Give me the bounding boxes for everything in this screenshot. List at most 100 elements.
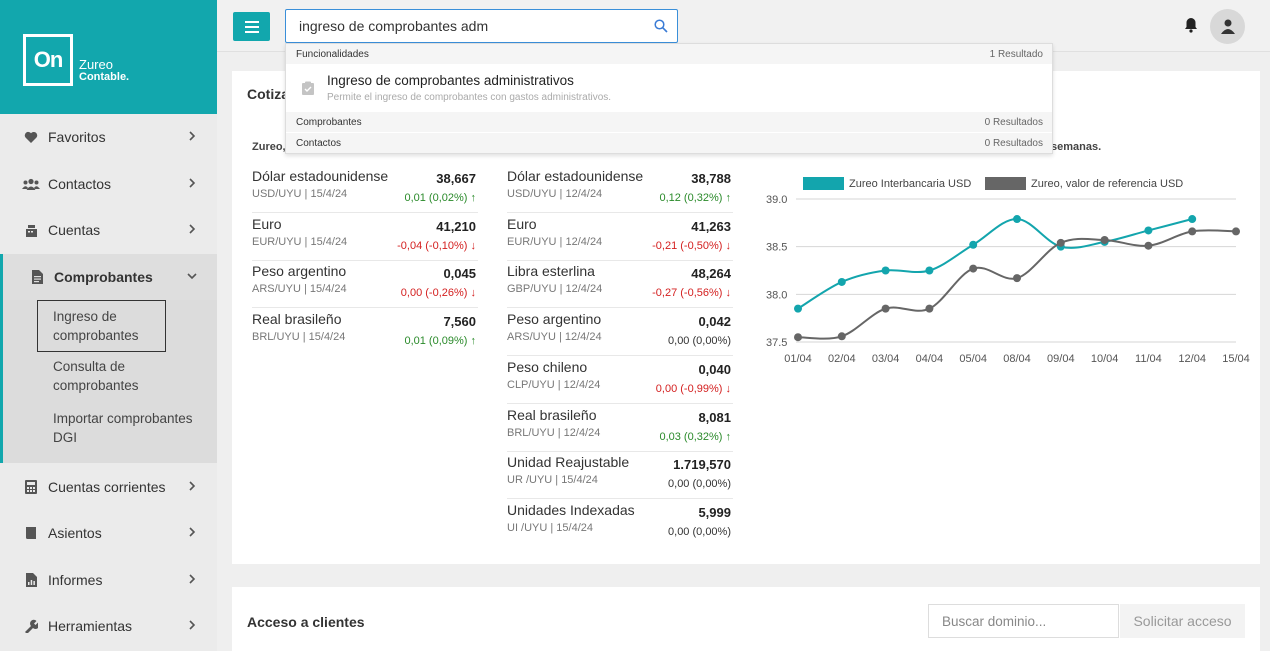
bell-icon[interactable] xyxy=(1184,17,1198,33)
rate-row: Euro EUR/UYU | 12/4/24 41,263 -0,21 (-0,50%… xyxy=(507,213,733,261)
search-input[interactable] xyxy=(286,10,626,42)
users-icon xyxy=(22,176,40,192)
calculator-icon xyxy=(22,479,40,495)
rate-change: 0,00 (0,00%) xyxy=(668,478,731,490)
book-icon xyxy=(22,525,40,541)
currency-pair-date: ARS/UYU | 15/4/24 xyxy=(252,283,347,296)
legend-swatch xyxy=(985,177,1026,190)
trend-down-icon: ↓ xyxy=(722,239,731,252)
data-point xyxy=(881,266,890,275)
data-point xyxy=(1013,274,1021,283)
sidebar-item-comprobantes[interactable]: Comprobantes xyxy=(0,254,217,300)
search-result-item[interactable]: Ingreso de comprobantes administrativos … xyxy=(286,65,1052,111)
rate-row: Peso argentino ARS/UYU | 15/4/24 0,045 0,00… xyxy=(252,260,478,309)
sidebar-item-contactos[interactable]: Contactos xyxy=(0,161,217,207)
data-point xyxy=(925,266,934,275)
currency-pair-date: ARS/UYU | 12/4/24 xyxy=(507,331,602,344)
submenu-item-importar[interactable]: Importar comprobantes DGI xyxy=(53,411,193,445)
rate-value: 41,263 xyxy=(691,218,731,234)
currency-name: Dólar estadounidense xyxy=(252,168,389,184)
change-text: -0,21 (-0,50%) xyxy=(652,239,723,252)
section-count: 0 Resultados xyxy=(984,117,1043,128)
rate-row: Real brasileño BRL/UYU | 15/4/24 7,560 0,01… xyxy=(252,308,478,356)
currency-name: Dólar estadounidense xyxy=(507,168,644,184)
search-results-dropdown: Funcionalidades 1 Resultado Ingreso de c… xyxy=(285,43,1053,154)
trend-down-icon: ↓ xyxy=(467,239,476,252)
x-tick-label: 08/04 xyxy=(1003,353,1031,365)
clipboard-check-icon xyxy=(302,81,314,95)
sidebar-item-label: Cuentas xyxy=(48,222,101,238)
sidebar-item-informes[interactable]: Informes xyxy=(0,557,217,603)
change-text: -0,04 (-0,10%) xyxy=(397,239,468,252)
rate-row: Real brasileño BRL/UYU | 12/4/24 8,081 0,03… xyxy=(507,404,733,452)
currency-pair-date: CLP/UYU | 12/4/24 xyxy=(507,378,601,391)
request-access-button[interactable]: Solicitar acceso xyxy=(1120,604,1245,638)
domain-search-box xyxy=(928,604,1119,638)
data-point xyxy=(969,240,978,249)
menu-toggle-button[interactable] xyxy=(233,12,270,41)
rate-change: -0,21 (-0,50%) ↓ xyxy=(652,240,731,252)
x-tick-label: 03/04 xyxy=(872,353,900,365)
trend-down-icon: ↓ xyxy=(722,287,731,300)
change-text: 0,01 (0,02%) xyxy=(404,192,468,204)
results-section-funcionalidades: Funcionalidades 1 Resultado xyxy=(286,44,1052,64)
change-text: 0,12 (0,32%) xyxy=(659,192,723,204)
chevron-right-icon xyxy=(189,574,196,584)
data-point xyxy=(1188,227,1197,236)
rate-change: 0,00 (0,00%) xyxy=(668,526,731,538)
y-tick-label: 38.5 xyxy=(766,242,787,254)
sidebar-item-cuentas[interactable]: Cuentas xyxy=(0,207,217,253)
sidebar-item-label: Asientos xyxy=(48,525,102,541)
search-icon[interactable] xyxy=(654,19,668,33)
rate-value: 8,081 xyxy=(698,409,731,425)
rate-change: 0,01 (0,09%) ↑ xyxy=(404,335,476,347)
file-invoice-icon xyxy=(28,269,46,285)
sidebar-item-favoritos[interactable]: Favoritos xyxy=(0,114,217,160)
rate-change: 0,00 (-0,99%) ↓ xyxy=(656,383,731,395)
change-text: -0,27 (-0,56%) xyxy=(652,287,723,300)
domain-search-input[interactable] xyxy=(929,605,1118,637)
data-point xyxy=(1144,226,1153,235)
section-name: Contactos xyxy=(296,138,342,149)
submenu-item-consulta[interactable]: Consulta de comprobantes xyxy=(53,359,139,393)
currency-name: Peso argentino xyxy=(507,311,602,328)
rate-row: Libra esterlina GBP/UYU | 12/4/24 48,264 -0… xyxy=(507,260,733,309)
data-point xyxy=(837,277,846,286)
chevron-right-icon xyxy=(189,527,196,537)
sidebar-item-label: Informes xyxy=(48,572,103,588)
sidebar-item-herramientas[interactable]: Herramientas xyxy=(0,603,217,649)
x-tick-label: 04/04 xyxy=(916,353,944,365)
rate-change: 0,00 (-0,26%) ↓ xyxy=(401,287,476,299)
rate-value: 1.719,570 xyxy=(673,457,731,473)
rate-row: Dólar estadounidense USD/UYU | 12/4/24 38,… xyxy=(507,165,733,213)
currency-name: Euro xyxy=(507,215,537,232)
x-tick-label: 10/04 xyxy=(1091,353,1119,365)
user-avatar[interactable] xyxy=(1210,9,1245,44)
rate-change: 0,12 (0,32%) ↑ xyxy=(659,192,731,204)
sidebar-item-label: Favoritos xyxy=(48,129,106,145)
currency-pair-date: EUR/UYU | 15/4/24 xyxy=(252,235,348,248)
sidebar-item-cuentas-corrientes[interactable]: Cuentas corrientes xyxy=(0,464,217,510)
legend-label: Zureo, valor de referencia USD xyxy=(1031,178,1183,190)
report-icon xyxy=(22,572,40,588)
trend-up-icon: ↑ xyxy=(467,335,476,348)
rate-row: Dólar estadounidense USD/UYU | 15/4/24 38,… xyxy=(252,165,478,213)
sidebar-item-asientos[interactable]: Asientos xyxy=(0,510,217,556)
change-text: 0,00 (0,00%) xyxy=(668,525,731,538)
currency-name: Unidad Reajustable xyxy=(507,454,630,471)
rate-value: 7,560 xyxy=(443,314,476,330)
card-title: Cotiza xyxy=(247,86,289,102)
section-name: Funcionalidades xyxy=(296,49,369,60)
submenu-item-ingreso[interactable]: Ingreso de comprobantes xyxy=(37,300,166,352)
x-tick-label: 05/04 xyxy=(959,353,987,365)
change-text: 0,01 (0,09%) xyxy=(404,335,468,348)
currency-name: Libra esterlina xyxy=(507,263,595,280)
client-access-title: Acceso a clientes xyxy=(247,614,365,630)
brand-name: Zureo xyxy=(79,57,113,72)
data-point xyxy=(969,264,978,273)
currency-pair-date: UI /UYU | 15/4/24 xyxy=(507,521,594,534)
user-icon xyxy=(1220,19,1235,34)
brand-product: Contable. xyxy=(79,70,130,83)
legend-label: Zureo Interbancaria USD xyxy=(849,178,971,190)
data-point xyxy=(837,332,846,341)
